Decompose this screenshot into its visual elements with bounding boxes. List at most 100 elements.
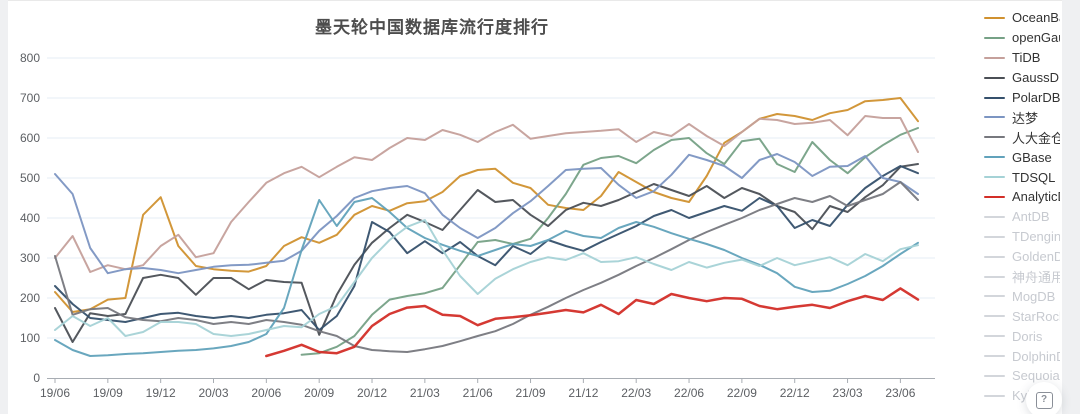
svg-text:22/06: 22/06 bbox=[674, 386, 704, 400]
legend-swatch bbox=[984, 136, 1005, 139]
svg-text:21/09: 21/09 bbox=[516, 386, 546, 400]
legend-label: 达梦 bbox=[1012, 110, 1039, 126]
legend-label: 人大金仓 bbox=[1012, 130, 1060, 146]
legend-swatch bbox=[984, 275, 1005, 278]
legend-label: 神舟通用 bbox=[1012, 270, 1060, 286]
legend-item-PolarDB[interactable]: PolarDB bbox=[984, 88, 1060, 108]
series-line-人大金仓 bbox=[54, 181, 919, 353]
legend-item-Doris[interactable]: Doris bbox=[984, 326, 1060, 346]
legend-swatch bbox=[984, 176, 1005, 179]
legend-swatch bbox=[984, 96, 1005, 99]
legend-label: GoldenDB bbox=[1012, 249, 1060, 265]
legend-label: TDSQL bbox=[1012, 169, 1056, 185]
legend-item-DolphinDB[interactable]: DolphinDB bbox=[984, 346, 1060, 366]
series-lines bbox=[54, 97, 920, 358]
svg-text:21/12: 21/12 bbox=[568, 386, 598, 400]
legend-label: PolarDB bbox=[1012, 90, 1060, 105]
legend-item-达梦[interactable]: 达梦 bbox=[984, 107, 1060, 127]
legend-item-神舟通用[interactable]: 神舟通用 bbox=[984, 267, 1060, 287]
legend-swatch bbox=[984, 394, 1005, 397]
svg-text:23/06: 23/06 bbox=[885, 386, 915, 400]
legend-swatch bbox=[984, 16, 1005, 19]
legend-label: MogDB bbox=[1012, 288, 1056, 304]
legend-item-TiDB[interactable]: TiDB bbox=[984, 48, 1060, 68]
legend-item-MogDB[interactable]: MogDB bbox=[984, 286, 1060, 306]
y-axis-labels: 0 100 200 300 400 500 600 700 800 bbox=[20, 51, 40, 385]
legend-swatch bbox=[984, 255, 1005, 258]
svg-text:21/06: 21/06 bbox=[463, 386, 493, 400]
svg-text:20/12: 20/12 bbox=[357, 386, 387, 400]
series-line-openGauss bbox=[300, 127, 919, 356]
svg-text:19/12: 19/12 bbox=[146, 386, 176, 400]
legend-item-AnalyticDB[interactable]: AnalyticDB bbox=[984, 187, 1060, 207]
svg-text:19/06: 19/06 bbox=[40, 386, 70, 400]
svg-text:800: 800 bbox=[20, 51, 40, 65]
legend-item-AntDB[interactable]: AntDB bbox=[984, 207, 1060, 227]
series-line-PolarDB bbox=[54, 165, 919, 331]
svg-text:20/09: 20/09 bbox=[304, 386, 334, 400]
x-axis: 19/06 19/09 19/12 20/03 20/06 20/09 20/12 21/03… bbox=[40, 378, 935, 400]
legend-swatch bbox=[984, 116, 1005, 119]
svg-text:400: 400 bbox=[20, 211, 40, 225]
legend-swatch bbox=[984, 235, 1005, 238]
legend-item-SequoiaDB[interactable]: SequoiaDB bbox=[984, 366, 1060, 386]
svg-text:700: 700 bbox=[20, 91, 40, 105]
legend-item-GBase[interactable]: GBase bbox=[984, 147, 1060, 167]
legend-swatch bbox=[984, 76, 1005, 79]
legend-item-GoldenDB[interactable]: GoldenDB bbox=[984, 247, 1060, 267]
svg-text:22/12: 22/12 bbox=[780, 386, 810, 400]
grid-lines bbox=[47, 57, 935, 339]
legend-swatch bbox=[984, 374, 1005, 377]
svg-text:23/03: 23/03 bbox=[833, 386, 863, 400]
legend-swatch bbox=[984, 56, 1005, 59]
legend-swatch bbox=[984, 156, 1005, 159]
legend-swatch bbox=[984, 355, 1005, 358]
legend-swatch bbox=[984, 335, 1005, 338]
svg-text:21/03: 21/03 bbox=[410, 386, 440, 400]
legend-label: AnalyticDB bbox=[1012, 189, 1060, 205]
legend-item-人大金仓[interactable]: 人大金仓 bbox=[984, 127, 1060, 147]
legend-label: AntDB bbox=[1012, 209, 1050, 225]
legend-item-TDSQL[interactable]: TDSQL bbox=[984, 167, 1060, 187]
legend-label: OceanBase bbox=[1012, 10, 1060, 26]
legend: OceanBase openGauss TiDB GaussDB PolarDB 达梦人大… bbox=[984, 8, 1060, 408]
help-button[interactable]: ? bbox=[1026, 382, 1062, 414]
legend-item-StarRocks[interactable]: StarRocks bbox=[984, 306, 1060, 326]
svg-text:100: 100 bbox=[20, 331, 40, 345]
svg-text:300: 300 bbox=[20, 251, 40, 265]
legend-swatch bbox=[984, 215, 1005, 218]
series-line-TiDB bbox=[54, 115, 919, 273]
legend-label: GBase bbox=[1012, 149, 1052, 165]
svg-text:600: 600 bbox=[20, 131, 40, 145]
svg-text:20/06: 20/06 bbox=[251, 386, 281, 400]
legend-label: TDengine bbox=[1012, 229, 1060, 245]
series-line-AnalyticDB bbox=[265, 287, 920, 358]
legend-label: SequoiaDB bbox=[1012, 368, 1060, 384]
svg-text:0: 0 bbox=[33, 371, 40, 385]
series-line-OceanBase bbox=[54, 97, 919, 313]
legend-swatch bbox=[984, 295, 1005, 298]
legend-swatch bbox=[984, 36, 1005, 39]
svg-text:200: 200 bbox=[20, 291, 40, 305]
legend-swatch bbox=[984, 315, 1005, 318]
question-mark-icon: ? bbox=[1035, 391, 1053, 409]
chart-title: 墨天轮中国数据库流行度排行 bbox=[315, 18, 549, 37]
legend-item-openGauss[interactable]: openGauss bbox=[984, 28, 1060, 48]
svg-text:19/09: 19/09 bbox=[93, 386, 123, 400]
legend-swatch bbox=[984, 195, 1005, 198]
series-line-TDSQL bbox=[54, 219, 919, 337]
legend-label: DolphinDB bbox=[1012, 348, 1060, 364]
legend-item-OceanBase[interactable]: OceanBase bbox=[984, 8, 1060, 28]
svg-text:20/03: 20/03 bbox=[198, 386, 228, 400]
legend-item-GaussDB[interactable]: GaussDB bbox=[984, 68, 1060, 88]
legend-label: TiDB bbox=[1012, 50, 1041, 66]
svg-text:22/09: 22/09 bbox=[727, 386, 757, 400]
legend-label: Doris bbox=[1012, 328, 1043, 344]
legend-item-TDengine[interactable]: TDengine bbox=[984, 227, 1060, 247]
legend-label: StarRocks bbox=[1012, 308, 1060, 324]
legend-label: GaussDB bbox=[1012, 70, 1060, 86]
series-line-GBase bbox=[54, 197, 919, 357]
series-line-达梦 bbox=[54, 153, 919, 275]
